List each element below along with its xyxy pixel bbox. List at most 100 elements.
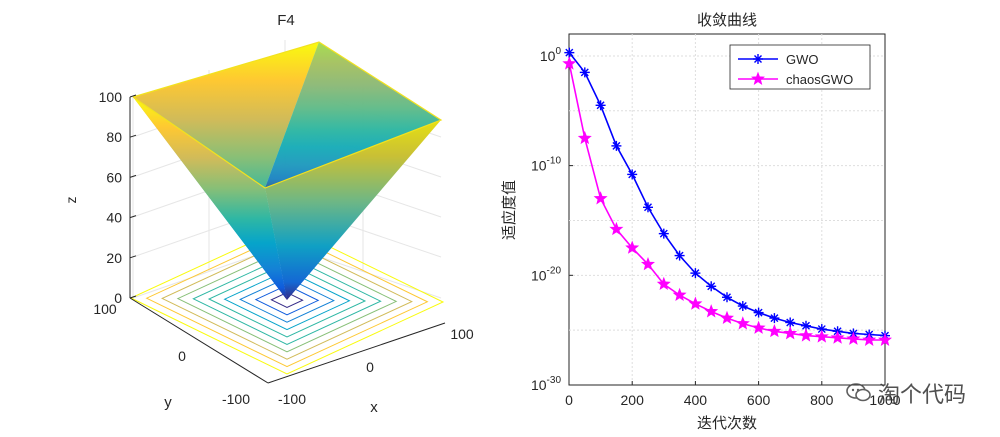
contour-level <box>239 277 335 323</box>
plot-area <box>568 33 886 386</box>
x-axis-label: 迭代次数 <box>697 415 757 432</box>
z-tick-label: 40 <box>106 210 122 226</box>
data-point <box>720 310 734 324</box>
x-axis-ticks: -100 0 100 <box>278 326 474 407</box>
watermark-text: 淘个代码 <box>877 383 966 408</box>
contour-level <box>270 292 304 308</box>
z-tick-label: 60 <box>106 169 122 185</box>
y-tick-label: 10-30 <box>531 375 561 393</box>
data-point <box>690 268 701 279</box>
data-point <box>706 281 717 292</box>
axis-lines-front <box>129 97 446 384</box>
x-tick-label: 400 <box>684 392 708 408</box>
x-tick-label: 0 <box>366 359 374 375</box>
pyramid-surface <box>132 41 443 300</box>
y-tick-label: 0 <box>178 348 186 364</box>
legend-box <box>729 44 871 90</box>
y-axis-label: y <box>164 394 172 411</box>
data-point <box>593 191 608 205</box>
data-point <box>799 328 813 342</box>
y-tick-label: 100 <box>540 46 562 64</box>
z-tick-mark <box>129 255 137 259</box>
y-axis-ticks: -100 0 100 <box>93 301 250 407</box>
data-point <box>625 240 640 254</box>
y-tick-label: 100 <box>93 301 117 317</box>
data-point <box>672 287 687 301</box>
data-point <box>674 250 685 261</box>
convergence-plot: 收敛曲线 0 200 400 600 800 1000 100 10-10 10-20 10-3… <box>500 12 901 432</box>
y-tick-label: 10-10 <box>531 156 561 174</box>
z-tick-label: 80 <box>106 129 122 145</box>
y-tick-label: 10-20 <box>531 265 561 283</box>
x-axis-label: x <box>370 399 378 416</box>
surface-plot: F4 <box>63 12 474 416</box>
series-layer <box>562 47 892 346</box>
contour-level <box>145 232 429 368</box>
data-point <box>753 307 764 318</box>
data-point <box>656 276 671 290</box>
y-axis-label: 适应度值 <box>500 180 518 240</box>
x-axis-ticks: 0 200 400 600 800 1000 <box>565 381 901 408</box>
data-point <box>577 130 592 145</box>
z-tick-label: 0 <box>114 290 122 306</box>
legend-marker <box>751 71 765 85</box>
z-tick-label: 20 <box>106 250 122 266</box>
data-point <box>564 47 575 58</box>
chart-title: 收敛曲线 <box>697 12 757 29</box>
data-point <box>722 292 732 303</box>
data-point <box>704 304 719 318</box>
data-point <box>862 332 877 346</box>
data-point <box>627 169 638 180</box>
watermark: 淘个代码 <box>846 377 966 409</box>
z-tick-mark <box>129 295 137 299</box>
x-tick-label: 800 <box>810 392 834 408</box>
contour-level <box>161 240 413 360</box>
data-point <box>814 329 829 343</box>
data-point <box>735 316 750 330</box>
data-point <box>785 317 796 328</box>
wechat-icon <box>846 382 872 404</box>
z-axis-label: z <box>63 197 79 204</box>
contour-lines <box>129 225 445 375</box>
z-tick-mark <box>129 94 137 98</box>
data-point <box>641 256 655 271</box>
data-point <box>830 330 845 344</box>
contour-level <box>254 284 320 316</box>
legend: GWO chaosGWO <box>729 44 871 90</box>
data-point <box>767 323 782 338</box>
data-point <box>769 313 780 324</box>
z-tick-mark <box>129 174 137 178</box>
data-point <box>595 100 606 111</box>
contour-level <box>129 225 445 375</box>
data-point <box>579 67 590 78</box>
x-tick-label: 100 <box>450 326 474 342</box>
data-point <box>688 296 703 310</box>
legend-marker <box>753 54 763 64</box>
data-point <box>846 331 861 345</box>
z-tick-mark <box>129 215 137 219</box>
x-tick-label: 200 <box>621 392 645 408</box>
z-tick-mark <box>129 134 137 138</box>
data-point <box>611 140 622 151</box>
contour-level <box>176 247 398 353</box>
contour-level <box>207 262 367 338</box>
legend-label: chaosGWO <box>786 72 853 87</box>
data-point <box>609 221 624 236</box>
x-tick-label: 0 <box>565 392 573 408</box>
data-point <box>562 56 577 70</box>
data-point <box>751 320 766 334</box>
data-point <box>658 228 669 239</box>
x-tick-label: -100 <box>278 391 306 407</box>
contour-level <box>223 269 351 331</box>
data-point <box>878 332 892 346</box>
x-tick-label: 600 <box>747 392 771 408</box>
chart-title: F4 <box>277 12 295 29</box>
data-point <box>643 202 653 213</box>
x-tick-label: 1000 <box>869 392 900 408</box>
legend-label: GWO <box>786 52 819 67</box>
data-point <box>737 301 748 312</box>
data-point <box>783 326 798 340</box>
y-tick-label: -100 <box>222 391 250 407</box>
y-axis-ticks: 100 10-10 10-20 10-30 <box>531 46 573 393</box>
